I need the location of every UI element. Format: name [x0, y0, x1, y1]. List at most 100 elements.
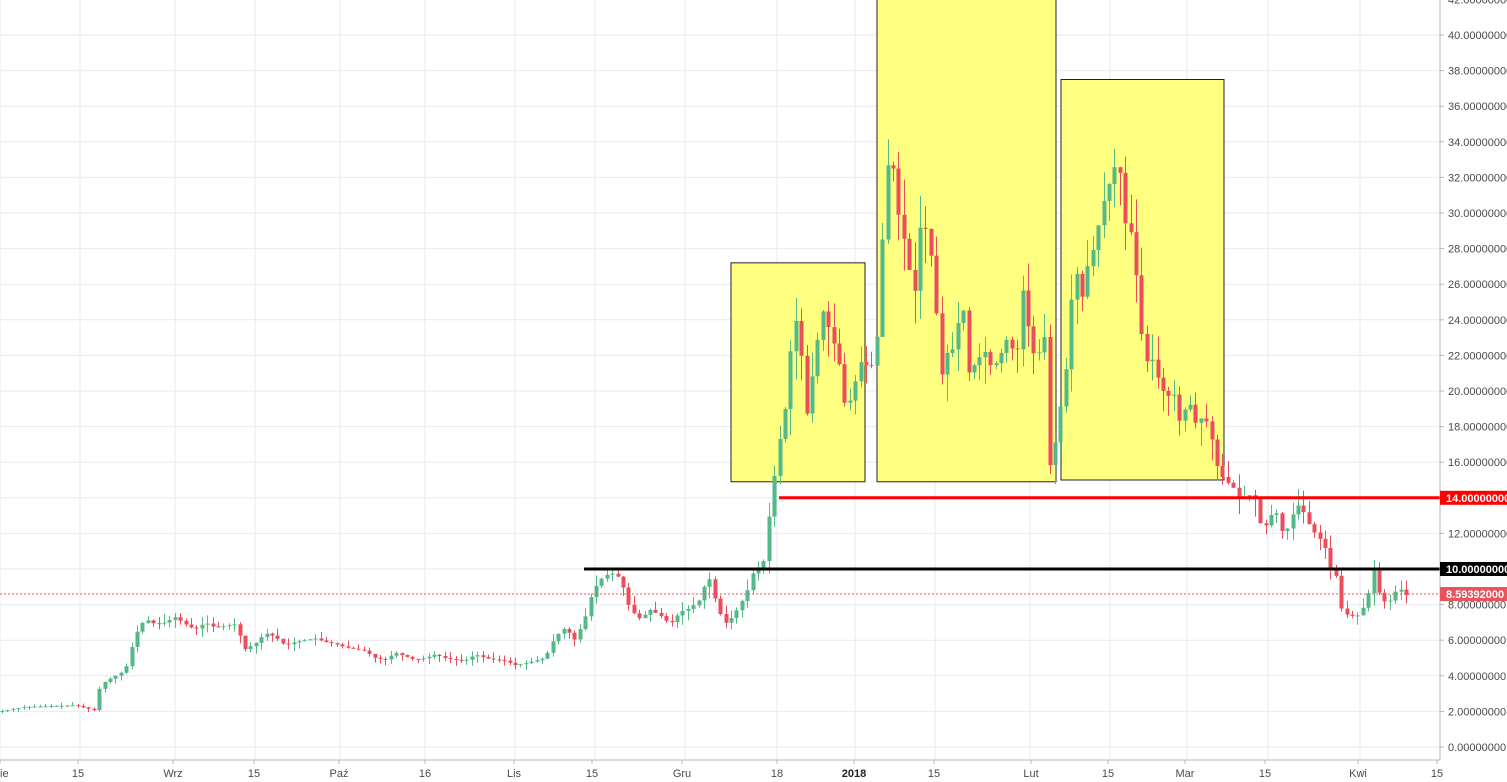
candle-down	[502, 660, 507, 662]
candle-up	[1075, 273, 1080, 300]
candle-down	[940, 313, 945, 375]
candle-up	[751, 573, 756, 591]
candle-up	[65, 705, 70, 707]
candle-down	[1404, 589, 1409, 596]
candle-down	[443, 656, 448, 658]
candle-up	[1199, 418, 1204, 423]
candle-down	[189, 624, 194, 628]
candle-down	[632, 604, 637, 614]
candle-down	[216, 626, 221, 628]
candle-up	[1296, 505, 1301, 515]
candle-up	[643, 614, 648, 619]
candle-up	[1399, 589, 1404, 592]
price-axis-background	[1440, 0, 1507, 782]
candle-up	[1042, 337, 1047, 353]
candle-up	[875, 336, 880, 366]
candle-up	[778, 439, 783, 476]
candle-down	[713, 579, 718, 599]
last-price-label: 8.59392000	[1446, 589, 1504, 601]
candle-down	[1166, 391, 1171, 396]
candle-down	[718, 598, 723, 615]
candle-up	[729, 617, 734, 623]
candle-up	[1021, 290, 1026, 350]
candle-up	[421, 658, 426, 660]
candle-up	[1188, 404, 1193, 410]
last-price-label-bg	[1440, 587, 1507, 602]
price-tick-label: 38.00000000	[1448, 66, 1507, 78]
candle-down	[929, 228, 934, 256]
candle-down	[76, 705, 81, 707]
candle-up	[815, 339, 820, 377]
candle-up	[108, 678, 113, 682]
time-tick-label: 16	[419, 768, 431, 780]
candle-down	[1123, 172, 1128, 224]
time-tick-label: 15	[928, 768, 940, 780]
candle-down	[86, 707, 91, 709]
candle-down	[340, 644, 345, 647]
candle-up	[292, 642, 297, 645]
candle-up	[556, 633, 561, 642]
candle-up	[200, 624, 205, 629]
candle-up	[205, 623, 210, 625]
level-label-bg	[1440, 490, 1507, 505]
candle-down	[934, 255, 939, 314]
candle-down	[869, 365, 874, 367]
candle-down	[1280, 513, 1285, 531]
candle-down	[459, 659, 464, 661]
time-tick-label: 15	[1102, 768, 1114, 780]
candle-down	[513, 662, 518, 666]
candle-up	[1291, 514, 1296, 529]
candle-up	[227, 625, 232, 627]
price-tick-label: 36.00000000	[1448, 101, 1507, 113]
candle-down	[416, 658, 421, 660]
candle-down	[1015, 348, 1020, 350]
price-tick-label: 24.00000000	[1448, 315, 1507, 327]
level-label-bg	[1440, 562, 1507, 576]
candle-up	[686, 608, 691, 611]
candle-up	[999, 352, 1004, 364]
time-tick-label: Gru	[673, 768, 691, 780]
candle-up	[1372, 570, 1377, 594]
candle-down	[637, 613, 642, 619]
candle-down	[1048, 337, 1053, 466]
price-tick-label: 42.00000000	[1448, 0, 1507, 6]
candle-up	[1064, 369, 1069, 407]
candle-up	[1053, 442, 1058, 466]
candle-down	[913, 269, 918, 291]
candle-up	[562, 628, 567, 634]
candle-up	[772, 475, 777, 517]
candle-up	[1058, 406, 1063, 443]
candle-down	[286, 643, 291, 645]
candle-up	[945, 352, 950, 375]
candle-down	[1318, 532, 1323, 539]
candle-up	[259, 637, 264, 643]
candle-up	[950, 349, 955, 353]
candle-up	[1150, 359, 1155, 362]
candle-up	[1361, 607, 1366, 616]
candle-down	[621, 576, 626, 588]
candle-down	[184, 620, 189, 625]
price-tick-label: 6.00000000	[1448, 635, 1506, 647]
candle-down	[724, 614, 729, 623]
time-tick-label: Paź	[330, 768, 349, 780]
candle-down	[383, 658, 388, 660]
candle-down	[1382, 592, 1387, 602]
candle-down	[243, 635, 248, 650]
candle-up	[675, 615, 680, 623]
candle-up	[680, 610, 685, 616]
candle-down	[275, 635, 280, 639]
candle-up	[130, 646, 135, 667]
candle-down	[1226, 476, 1231, 483]
candle-up	[1285, 528, 1290, 531]
candle-up	[27, 706, 32, 708]
candle-down	[659, 612, 664, 616]
candle-down	[335, 643, 340, 645]
candle-up	[821, 311, 826, 340]
candle-down	[842, 364, 847, 403]
candle-up	[961, 310, 966, 323]
candle-down	[1350, 614, 1355, 616]
time-tick-label: Lis	[507, 768, 522, 780]
candle-up	[38, 706, 43, 708]
candle-down	[907, 238, 912, 270]
